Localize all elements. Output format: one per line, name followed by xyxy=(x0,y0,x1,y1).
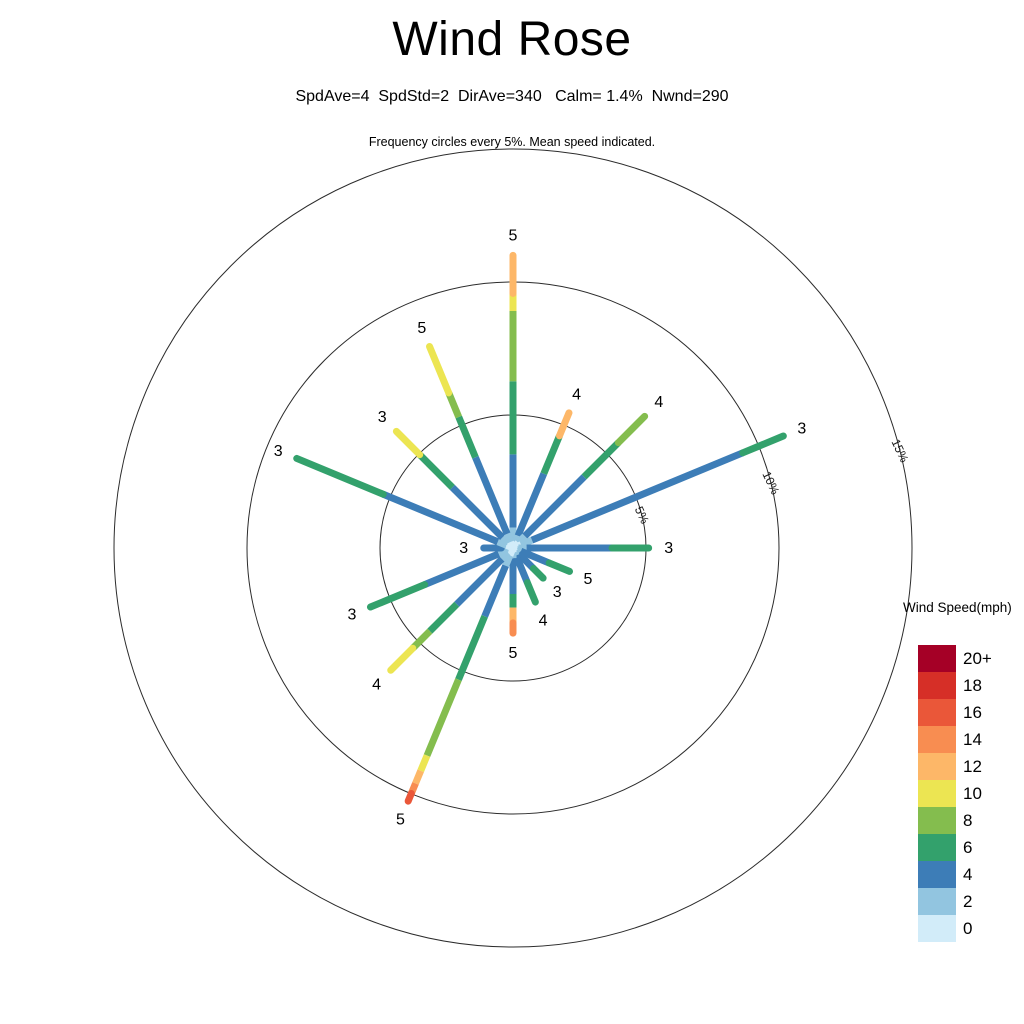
legend-label: 14 xyxy=(963,729,982,749)
page-title: Wind Rose xyxy=(392,13,632,66)
legend-swatch xyxy=(918,834,956,861)
legend-swatch xyxy=(918,915,956,942)
spoke-segment-NNE-4 xyxy=(514,472,548,538)
legend-swatch xyxy=(918,888,956,915)
spoke-segment-ESE-6 xyxy=(545,559,574,575)
mean-speed-label-WNW: 3 xyxy=(274,443,283,460)
legend-label: 12 xyxy=(963,756,982,776)
legend-label: 0 xyxy=(963,918,973,938)
spoke-segment-NNE-12 xyxy=(555,409,573,440)
legend-row: 0 xyxy=(903,915,1023,942)
mean-speed-label-SSW: 5 xyxy=(396,812,405,829)
spoke-segment-NNW-4 xyxy=(472,455,511,536)
legend-row: 10 xyxy=(903,780,1023,807)
mean-speed-label-ESE: 5 xyxy=(584,571,593,588)
spoke-segment-ENE-4 xyxy=(530,449,745,544)
mean-speed-label-W: 3 xyxy=(459,540,468,557)
spoke-segment-WNW-4 xyxy=(381,491,500,545)
legend-label: 8 xyxy=(963,810,973,830)
legend-row: 12 xyxy=(903,753,1023,780)
mean-speed-label-E: 3 xyxy=(664,540,673,557)
legend-label: 6 xyxy=(963,837,973,857)
spoke-segment-SW-4 xyxy=(454,556,505,607)
mean-speed-label-SW: 4 xyxy=(372,676,381,693)
mean-speed-label-ENE: 3 xyxy=(797,420,806,437)
legend-label: 4 xyxy=(963,864,973,884)
legend-label: 18 xyxy=(963,675,982,695)
legend-swatch xyxy=(918,807,956,834)
spoke-segment-WSW-6 xyxy=(366,581,429,611)
legend-swatch xyxy=(918,780,956,807)
spoke-segment-SSW-2 xyxy=(502,554,514,568)
legend-swatch xyxy=(918,645,956,672)
spoke-segment-SSW-4 xyxy=(481,564,509,618)
ring-label-5: 5% xyxy=(632,504,652,526)
ring-label-10: 10% xyxy=(759,469,782,497)
mean-speed-label-N: 5 xyxy=(509,227,518,244)
spoke-segment-SSW-16 xyxy=(404,790,415,805)
spoke-segment-NNW-8 xyxy=(445,391,462,419)
legend-swatch xyxy=(918,672,956,699)
spoke-segment-SE-4 xyxy=(515,550,536,571)
legend-row: 20+ xyxy=(903,645,1023,672)
mean-speed-label-NW: 3 xyxy=(378,409,387,426)
spoke-segment-SW-6 xyxy=(427,601,460,634)
spoke-segment-NNE-6 xyxy=(540,434,563,475)
legend-swatch xyxy=(918,753,956,780)
frequency-ring-15 xyxy=(113,148,913,948)
spoke-segment-NE-6 xyxy=(581,440,621,480)
chart-caption: Frequency circles every 5%. Mean speed i… xyxy=(368,135,656,149)
spoke-segment-NNW-10 xyxy=(426,342,453,397)
spoke-segment-NNW-2 xyxy=(503,532,514,544)
spoke-segment-WNW-6 xyxy=(293,454,387,498)
legend-row: 8 xyxy=(903,807,1023,834)
spoke-segment-SW-10 xyxy=(387,644,417,674)
legend-label: 2 xyxy=(963,891,973,911)
spoke-segment-NNW-6 xyxy=(455,415,479,459)
spoke-segment-SSW-10 xyxy=(417,754,431,773)
legend: Wind Speed(mph) 20+ 18 16 14 12 10 8 6 4 2 0 xyxy=(903,600,1023,942)
mean-speed-label-SSE: 4 xyxy=(539,613,548,630)
legend-swatch xyxy=(918,699,956,726)
legend-row: 4 xyxy=(903,861,1023,888)
spoke-segment-SSW-12 xyxy=(412,769,424,785)
legend-row: 18 xyxy=(903,672,1023,699)
mean-speed-label-NNW: 5 xyxy=(417,320,426,337)
spoke-segment-NE-4 xyxy=(522,474,587,539)
spoke-segment-NW-10 xyxy=(392,427,424,459)
mean-speed-label-NNE: 4 xyxy=(572,386,581,403)
legend-swatch xyxy=(918,726,956,753)
spoke-segment-WSW-4 xyxy=(423,550,501,588)
spoke-segment-SSW-8 xyxy=(423,678,462,757)
spoke-segment-NW-4 xyxy=(449,484,505,540)
spoke-segment-ESE-4 xyxy=(519,548,551,567)
legend-title: Wind Speed(mph) xyxy=(903,600,1012,615)
spoke-segment-SSW-6 xyxy=(455,615,488,681)
legend-label: 20+ xyxy=(963,648,992,668)
spoke-segment-NNW-0 xyxy=(507,540,517,550)
legend-entries: 20+ 18 16 14 12 10 8 6 4 2 0 xyxy=(903,645,1023,942)
legend-row: 14 xyxy=(903,726,1023,753)
mean-speed-label-SE: 3 xyxy=(553,584,562,601)
mean-speed-label-S: 5 xyxy=(509,645,518,662)
legend-row: 2 xyxy=(903,888,1023,915)
spoke-segment-NE-8 xyxy=(614,412,649,447)
ring-label-15: 15% xyxy=(888,437,911,465)
mean-speed-label-NE: 4 xyxy=(654,394,663,411)
spoke-segment-NW-6 xyxy=(417,452,455,490)
legend-row: 6 xyxy=(903,834,1023,861)
stats-subtitle: SpdAve=4 SpdStd=2 DirAve=340 Calm= 1.4% … xyxy=(295,88,729,105)
legend-label: 10 xyxy=(963,783,982,803)
spoke-segment-SE-6 xyxy=(529,564,547,582)
spoke-segment-SSE-4 xyxy=(512,554,531,584)
legend-row: 16 xyxy=(903,699,1023,726)
spoke-segment-ENE-6 xyxy=(739,432,787,457)
legend-label: 16 xyxy=(963,702,982,722)
spoke-segment-ENE-2 xyxy=(519,536,534,548)
legend-swatch xyxy=(918,861,956,888)
mean-speed-label-WSW: 3 xyxy=(348,607,357,624)
spoke-segment-SSE-6 xyxy=(523,579,539,606)
spoke-segment-SW-8 xyxy=(410,628,433,651)
